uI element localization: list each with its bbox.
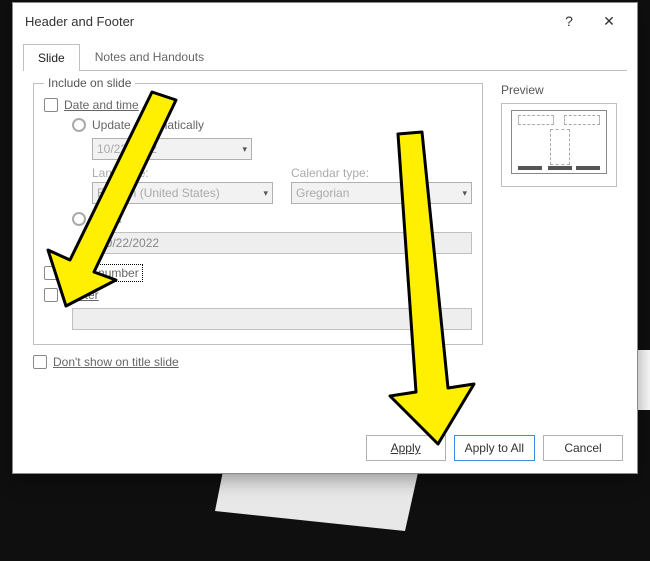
fixed-textbox[interactable]: 10/22/2022 (92, 232, 472, 254)
calendar-label: Calendar type: (291, 166, 472, 180)
apply-button[interactable]: Apply (366, 435, 446, 461)
language-label: Language: (92, 166, 273, 180)
tab-panel: Include on slide Date and time Update au… (23, 71, 627, 385)
cancel-button[interactable]: Cancel (543, 435, 623, 461)
date-dropdown[interactable]: 10/22/2022 ▾ (92, 138, 252, 160)
dialog-buttons: Apply Apply to All Cancel (366, 435, 623, 461)
preview-slide (511, 110, 607, 174)
language-value: English (United States) (97, 186, 220, 200)
fixed-value: 10/22/2022 (99, 236, 159, 250)
apply-to-all-button[interactable]: Apply to All (454, 435, 535, 461)
titlebar: Header and Footer ? ✕ (13, 3, 637, 39)
fixed-label: Fixed (92, 212, 121, 226)
tab-slide[interactable]: Slide (23, 44, 80, 71)
footer-textbox[interactable] (72, 308, 472, 330)
preview-label: Preview (501, 83, 617, 97)
dont-show-checkbox[interactable] (33, 355, 47, 369)
date-time-label: Date and time (64, 98, 139, 112)
footer-checkbox[interactable] (44, 288, 58, 302)
chevron-down-icon: ▾ (242, 144, 247, 155)
include-legend: Include on slide (44, 76, 135, 90)
fixed-radio[interactable] (72, 212, 86, 226)
chevron-down-icon: ▾ (462, 188, 467, 199)
close-button[interactable]: ✕ (589, 6, 629, 36)
date-value: 10/22/2022 (97, 142, 157, 156)
calendar-value: Gregorian (296, 186, 349, 200)
slide-number-label: Slide number (64, 264, 143, 282)
date-time-checkbox[interactable] (44, 98, 58, 112)
include-fieldset: Include on slide Date and time Update au… (33, 83, 483, 345)
update-auto-label: Update automatically (92, 118, 204, 132)
calendar-dropdown[interactable]: Gregorian ▾ (291, 182, 472, 204)
header-footer-dialog: Header and Footer ? ✕ Slide Notes and Ha… (12, 2, 638, 474)
preview-box (501, 103, 617, 187)
chevron-down-icon: ▾ (263, 188, 268, 199)
slide-number-checkbox[interactable] (44, 266, 58, 280)
tab-notes[interactable]: Notes and Handouts (80, 43, 219, 70)
dont-show-label: Don't show on title slide (53, 355, 179, 369)
update-auto-radio[interactable] (72, 118, 86, 132)
help-button[interactable]: ? (549, 6, 589, 36)
tabs: Slide Notes and Handouts (23, 43, 627, 71)
footer-label: Footer (64, 288, 99, 302)
dialog-title: Header and Footer (25, 14, 549, 29)
language-dropdown[interactable]: English (United States) ▾ (92, 182, 273, 204)
